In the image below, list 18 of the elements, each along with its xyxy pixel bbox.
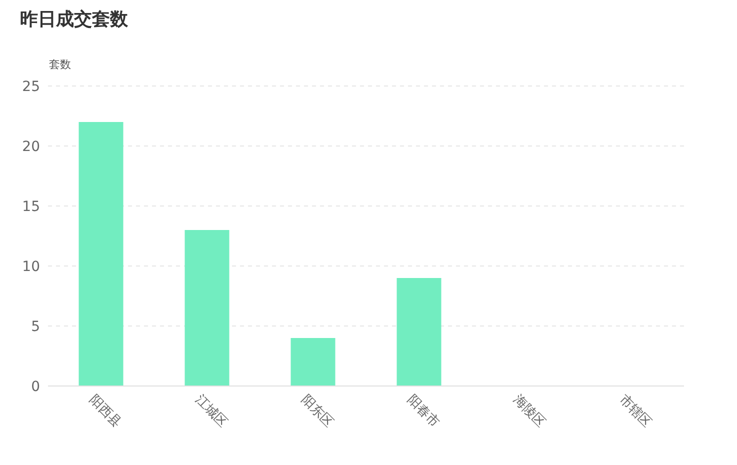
bar xyxy=(184,230,230,386)
x-tick-label: 海陵区 xyxy=(510,392,548,431)
bar xyxy=(396,278,442,386)
y-tick-label: 0 xyxy=(31,379,40,395)
y-tick-label: 15 xyxy=(22,199,40,215)
chart-title: 昨日成交套数 xyxy=(20,9,129,30)
y-axis-title: 套数 xyxy=(49,58,71,71)
y-tick-label: 25 xyxy=(22,79,40,95)
bar xyxy=(290,338,336,386)
x-tick-label: 市辖区 xyxy=(616,392,654,431)
x-tick-label: 阳春市 xyxy=(404,392,442,431)
y-tick-label: 10 xyxy=(22,259,40,275)
y-tick-label: 5 xyxy=(31,319,40,335)
bar xyxy=(78,122,124,386)
x-tick-label: 阳东区 xyxy=(298,392,336,431)
x-tick-label: 阳西县 xyxy=(86,392,124,431)
x-tick-label: 江城区 xyxy=(192,392,230,431)
y-tick-label: 20 xyxy=(22,139,40,155)
